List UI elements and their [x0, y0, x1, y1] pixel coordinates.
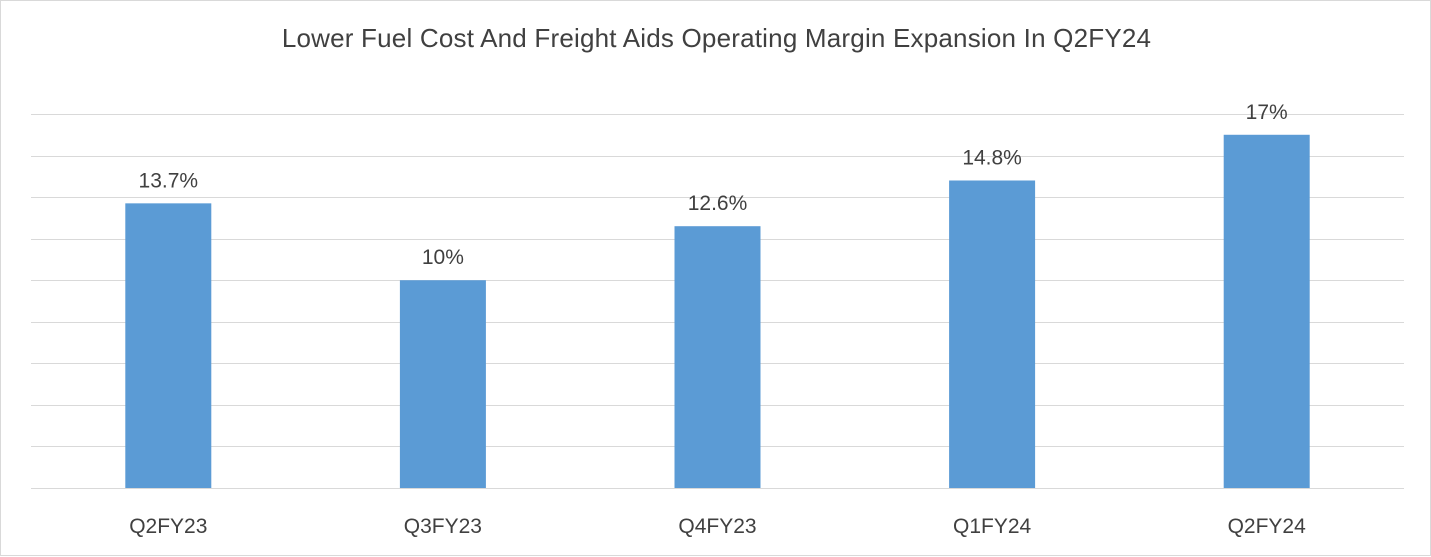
x-tick-labels: Q2FY23 Q3FY23 Q4FY23 Q1FY24 Q2FY24: [129, 515, 1306, 538]
x-tick-label: Q4FY23: [678, 515, 756, 538]
bar-q3fy23: [399, 280, 486, 488]
x-tick-label: Q2FY23: [129, 515, 207, 538]
data-label: 17%: [1246, 101, 1288, 124]
data-label: 12.6%: [688, 192, 748, 215]
bar-q2fy23: [125, 203, 212, 488]
data-label: 10%: [422, 246, 464, 269]
bar-q4fy23: [674, 226, 761, 488]
bar-q2fy24: [1223, 134, 1310, 488]
data-labels: 13.7% 10% 12.6% 14.8% 17%: [139, 101, 1288, 269]
x-tick-label: Q3FY23: [404, 515, 482, 538]
data-label: 14.8%: [962, 146, 1022, 169]
bar-q1fy24: [949, 180, 1036, 488]
bars: [125, 134, 1310, 488]
data-label: 13.7%: [139, 169, 199, 192]
x-tick-label: Q2FY24: [1228, 515, 1307, 538]
chart-title: Lower Fuel Cost And Freight Aids Operati…: [281, 23, 1152, 53]
x-tick-label: Q1FY24: [953, 515, 1032, 538]
